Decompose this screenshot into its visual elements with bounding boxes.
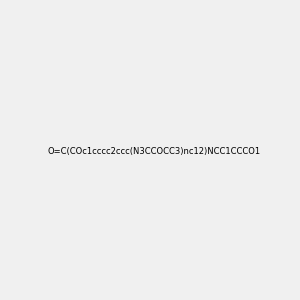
Text: O=C(COc1cccc2ccc(N3CCOCC3)nc12)NCC1CCCO1: O=C(COc1cccc2ccc(N3CCOCC3)nc12)NCC1CCCO1 bbox=[47, 147, 260, 156]
